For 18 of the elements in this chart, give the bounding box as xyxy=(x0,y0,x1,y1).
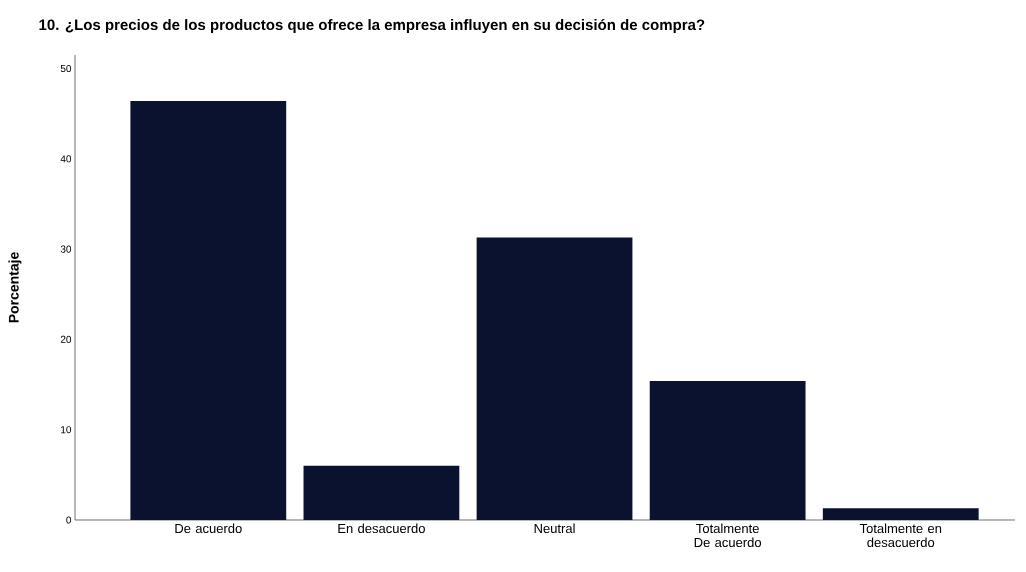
bar xyxy=(649,380,806,520)
x-tick-label: Neutral xyxy=(534,523,575,534)
y-tick-label: 0 xyxy=(66,516,72,524)
chart-title: 10. ¿Los precios de los productos que ofrece la empresa influyen en su decisión de compra? xyxy=(39,18,705,34)
y-tick-label: 40 xyxy=(60,155,72,163)
y-tick-label: 10 xyxy=(61,426,72,434)
x-tick-label: En desacuerdo xyxy=(338,523,425,534)
x-tick-label: Totalmente De acuerdo xyxy=(694,523,762,548)
y-tick-label: 50 xyxy=(60,65,72,73)
x-tick-label: Totalmente en desacuerdo xyxy=(859,523,942,548)
y-tick-label: 30 xyxy=(60,245,72,253)
bar xyxy=(303,465,460,520)
x-tick-label: De acuerdo xyxy=(175,523,242,534)
bar xyxy=(822,508,979,520)
bar xyxy=(476,237,633,520)
y-tick-label: 20 xyxy=(60,335,72,343)
y-axis-title: Porcentaje xyxy=(8,252,22,323)
bar xyxy=(130,101,287,520)
